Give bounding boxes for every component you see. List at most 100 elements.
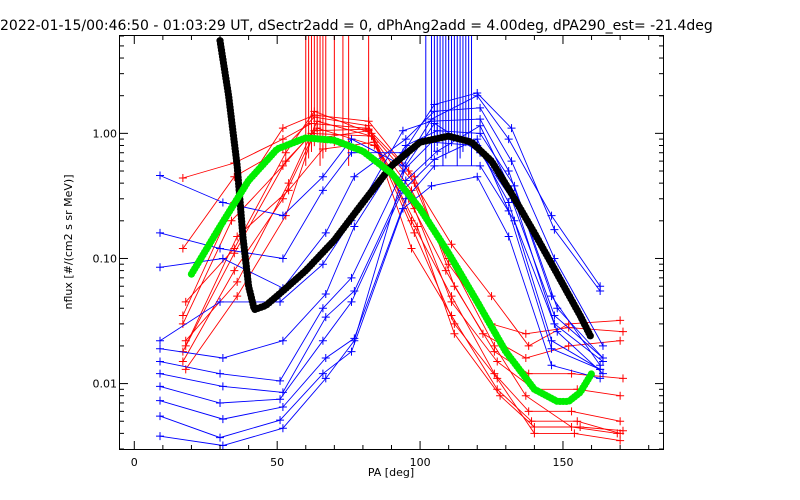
data-point xyxy=(616,391,625,400)
data-point xyxy=(504,232,513,241)
data-point xyxy=(473,89,482,98)
data-point xyxy=(398,126,407,135)
data-point xyxy=(450,329,459,338)
data-point xyxy=(476,121,485,130)
x-tick-label: 50 xyxy=(270,456,284,469)
data-point xyxy=(413,222,422,231)
data-point xyxy=(276,395,285,404)
data-point xyxy=(156,396,165,405)
data-point xyxy=(407,244,416,253)
y-tick-label: 0.01 xyxy=(93,378,118,391)
data-point xyxy=(318,260,327,269)
data-point xyxy=(524,341,533,350)
series-blue-18 xyxy=(156,161,607,424)
data-point xyxy=(310,111,319,120)
data-point xyxy=(278,135,287,144)
data-point xyxy=(521,354,530,363)
data-point xyxy=(347,347,356,356)
data-point xyxy=(276,297,285,306)
data-point xyxy=(278,211,287,220)
data-point xyxy=(450,319,459,328)
data-point xyxy=(618,327,627,336)
data-point xyxy=(218,254,227,263)
data-point xyxy=(476,129,485,138)
data-point xyxy=(347,297,356,306)
data-point xyxy=(567,407,576,416)
data-point xyxy=(321,354,330,363)
data-point xyxy=(547,344,556,353)
data-point xyxy=(347,135,356,144)
data-point xyxy=(321,374,330,383)
data-point xyxy=(276,376,285,385)
chart-title: 2022-01-15/00:46:50 - 01:03:29 UT, dSect… xyxy=(0,18,713,34)
data-point xyxy=(530,422,539,431)
data-point xyxy=(473,135,482,144)
data-point xyxy=(618,374,627,383)
data-point xyxy=(347,273,356,282)
series-blue-19 xyxy=(156,172,605,442)
y-tick-label: 0.10 xyxy=(93,252,118,265)
data-point xyxy=(616,436,625,445)
data-point xyxy=(278,194,287,203)
data-point xyxy=(318,304,327,313)
data-point xyxy=(478,329,487,338)
data-point xyxy=(618,426,627,435)
data-point xyxy=(547,292,556,301)
series-line xyxy=(159,107,604,347)
data-point xyxy=(178,357,187,366)
data-point xyxy=(216,433,225,442)
data-point xyxy=(401,161,410,170)
y-tick-label: 1.00 xyxy=(93,127,118,140)
data-point xyxy=(598,369,607,378)
plot-frame xyxy=(119,35,664,450)
data-point xyxy=(430,119,439,128)
data-point xyxy=(447,240,456,249)
data-point xyxy=(278,124,287,133)
data-point xyxy=(427,181,436,190)
data-point xyxy=(156,228,165,237)
data-point xyxy=(398,167,407,176)
data-point xyxy=(573,417,582,426)
data-point xyxy=(278,336,287,345)
data-point xyxy=(401,141,410,150)
data-point xyxy=(178,244,187,253)
data-point xyxy=(496,391,505,400)
data-point xyxy=(504,135,513,144)
data-point xyxy=(570,429,579,438)
data-point xyxy=(156,344,165,353)
data-point xyxy=(321,228,330,237)
data-point xyxy=(504,167,513,176)
data-point xyxy=(476,103,485,112)
data-point xyxy=(278,254,287,263)
data-point xyxy=(447,297,456,306)
data-point xyxy=(398,204,407,213)
data-point xyxy=(364,125,373,134)
data-point xyxy=(493,357,502,366)
data-point xyxy=(321,290,330,298)
data-point xyxy=(216,369,225,378)
data-point xyxy=(178,173,187,182)
data-point xyxy=(547,361,556,370)
y-axis-label: nflux [#/(cm2 s sr MeV)] xyxy=(62,175,75,310)
data-point xyxy=(430,161,439,170)
data-point xyxy=(521,391,530,400)
data-point xyxy=(521,329,530,338)
data-point xyxy=(490,369,499,378)
y-axis: 0.01 0.10 1.00 xyxy=(93,35,663,450)
data-point xyxy=(156,263,165,272)
data-point xyxy=(473,172,482,181)
data-point xyxy=(410,228,419,237)
data-point xyxy=(284,186,293,195)
data-point xyxy=(218,354,227,363)
data-point xyxy=(281,157,290,166)
data-point xyxy=(156,382,165,391)
x-tick-label: 0 xyxy=(131,456,138,469)
data-point xyxy=(350,172,359,181)
data-point xyxy=(278,402,287,411)
data-point xyxy=(510,181,519,190)
x-tick-label: 150 xyxy=(552,456,573,469)
data-point xyxy=(216,297,225,306)
data-point xyxy=(510,216,519,225)
data-point xyxy=(596,374,605,383)
x-axis-label: PA [deg] xyxy=(368,466,414,479)
